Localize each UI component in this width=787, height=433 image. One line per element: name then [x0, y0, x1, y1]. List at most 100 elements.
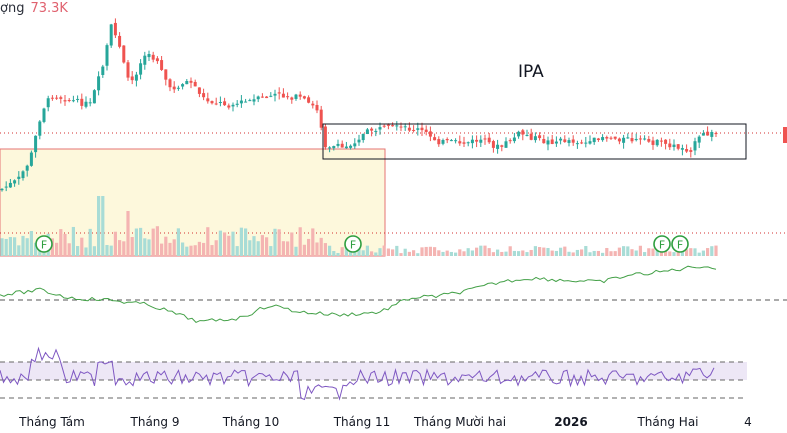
candle-body	[147, 53, 151, 58]
candle-body	[491, 141, 495, 148]
candle-body	[479, 139, 483, 143]
candle-body	[25, 165, 29, 171]
candle-body	[17, 176, 21, 179]
candle-body	[332, 146, 336, 149]
indicator-panel	[0, 265, 717, 323]
candle-body	[361, 133, 365, 141]
volume-bar	[567, 251, 571, 256]
candle-body	[378, 127, 382, 130]
candle-body	[374, 130, 378, 132]
candle-body	[197, 87, 201, 94]
volume-bar	[67, 243, 71, 256]
rsi-band	[0, 362, 747, 380]
volume-bar	[336, 252, 340, 256]
candle-body	[160, 60, 164, 70]
volume-bar	[462, 251, 466, 256]
candle-body	[235, 103, 239, 105]
volume-bar	[231, 231, 235, 256]
x-tick: Tháng 11	[333, 415, 391, 429]
candle-body	[563, 139, 567, 143]
candle-body	[458, 141, 462, 144]
volume-bar	[685, 249, 689, 256]
volume-bar	[25, 238, 29, 256]
candle-body	[357, 139, 361, 143]
candle-body	[231, 104, 235, 107]
volume-bar	[651, 248, 655, 256]
candle-body	[601, 137, 605, 141]
time-axis[interactable]: Tháng Tám Tháng 9 Tháng 10 Tháng 11 Thán…	[0, 408, 787, 433]
volume-bar	[416, 253, 420, 256]
candle-body	[554, 141, 558, 144]
candle-body	[592, 137, 596, 143]
volume-bar	[315, 242, 319, 256]
event-marker-circle	[671, 235, 689, 253]
volume-bar	[277, 229, 281, 256]
volume-bar	[290, 232, 294, 256]
candle-body	[227, 105, 231, 108]
rsi-panel	[0, 346, 715, 401]
volume-bar	[59, 229, 63, 256]
highlight-range-box	[0, 148, 386, 257]
candle-body	[210, 101, 214, 104]
event-marker-circle	[653, 235, 671, 253]
candle-body	[617, 138, 621, 142]
volume-bar	[647, 248, 651, 256]
volume-bar	[109, 245, 113, 256]
volume-bar	[105, 244, 109, 256]
candle-body	[559, 138, 563, 141]
volume-bar	[101, 196, 105, 256]
x-tick: Tháng Hai	[637, 415, 699, 429]
rsi-line	[0, 346, 715, 401]
candle-body	[525, 134, 529, 136]
volume-bar	[260, 235, 264, 256]
volume-bar	[151, 228, 155, 256]
candle-body	[239, 100, 243, 104]
indicator-line	[0, 265, 717, 323]
candle-body	[622, 137, 626, 143]
candle-body	[420, 127, 424, 131]
candle-body	[466, 142, 470, 144]
volume-bar	[71, 226, 75, 256]
candle-body	[680, 148, 684, 150]
candle-body	[567, 140, 571, 143]
volume-bar	[542, 247, 546, 256]
volume-bar	[617, 247, 621, 256]
volume-bar	[80, 237, 84, 256]
volume-bar	[374, 252, 378, 256]
event-marker-circle	[344, 235, 362, 253]
volume-bar	[433, 247, 437, 256]
candle-body	[42, 108, 46, 122]
volume-bar	[130, 237, 134, 256]
candle-body	[584, 142, 588, 144]
volume-bar	[521, 250, 525, 256]
volume-bar	[596, 250, 600, 256]
candle-body	[668, 143, 672, 148]
candle-body	[336, 143, 340, 146]
volume-bar	[487, 248, 491, 256]
candle-body	[483, 138, 487, 140]
volume-bar	[454, 252, 458, 256]
volume-bar	[584, 246, 588, 256]
event-marker: F	[653, 235, 671, 253]
candle-body	[71, 100, 75, 102]
volume-bar	[424, 246, 428, 256]
event-marker: F	[35, 235, 53, 253]
volume-bar	[529, 249, 533, 256]
x-tick: Tháng 10	[222, 415, 280, 429]
candle-body	[55, 97, 59, 99]
candle-body	[101, 66, 105, 75]
candle-body	[475, 139, 479, 142]
event-marker: F	[671, 235, 689, 253]
volume-legend: ợng 73.3K	[0, 1, 68, 16]
volume-bar	[643, 252, 647, 256]
volume-bar	[428, 246, 432, 256]
volume-bar	[580, 249, 584, 256]
candle-body	[46, 98, 50, 108]
volume-bar	[34, 242, 38, 256]
volume-bar	[122, 241, 126, 256]
candle-body	[626, 137, 630, 139]
volume-bar	[630, 249, 634, 256]
volume-bar	[554, 250, 558, 256]
volume-bar	[84, 247, 88, 256]
